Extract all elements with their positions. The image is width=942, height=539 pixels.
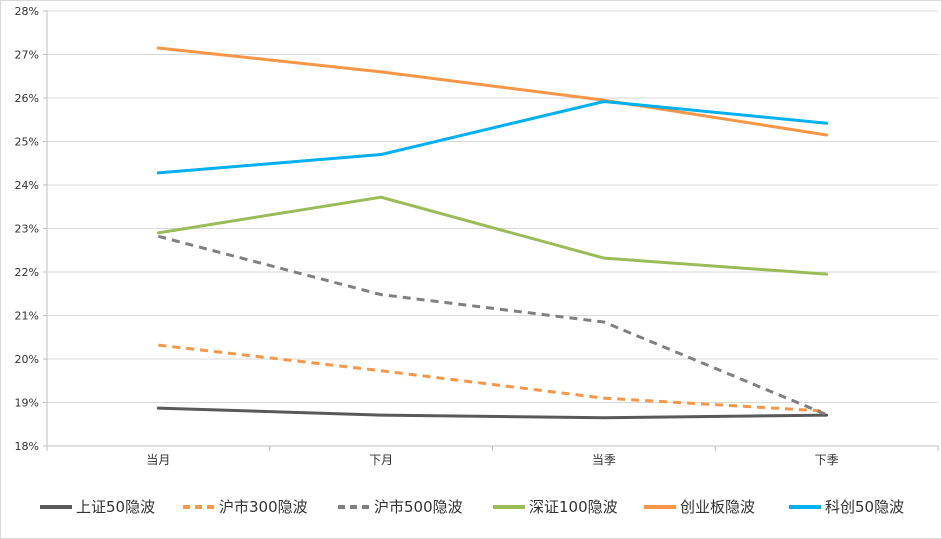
legend-label: 沪市300隐波 [219,498,308,516]
axes [43,10,939,451]
y-tick-label: 24% [15,179,39,192]
y-tick-label: 22% [15,266,39,279]
legend-label: 科创50隐波 [825,498,904,516]
series-line-6 [156,99,829,175]
y-axis-tick-labels: 18% 19% 20% 21% 22% 23% 24% 25% 26% 27% 28% [15,5,39,453]
x-category-label: 当月 [146,453,170,467]
y-tick-label: 20% [15,353,39,366]
series-line-2 [158,343,827,413]
legend-label: 沪市500隐波 [374,498,463,516]
y-tick-label: 27% [15,49,39,62]
legend-label: 上证50隐波 [76,498,155,516]
legend-label: 深证100隐波 [529,498,618,516]
y-tick-label: 25% [15,136,39,149]
x-category-label: 下季 [815,453,839,467]
series-lines [156,46,829,420]
y-tick-label: 26% [15,92,39,105]
x-category-label: 当季 [592,453,616,467]
y-tick-label: 23% [15,223,39,236]
legend: 上证50隐波 沪市300隐波 沪市500隐波 深证100隐波 创业板隐波 科创50隐波 [40,498,904,516]
series-line-4 [156,195,829,276]
series-line-3 [157,234,828,417]
y-tick-label: 19% [15,397,39,410]
y-tick-label: 21% [15,310,39,323]
y-tick-label: 18% [15,440,39,453]
series-line-5 [156,46,829,137]
series-line-1 [156,406,829,420]
x-category-label: 下月 [369,453,393,467]
legend-label: 创业板隐波 [680,498,755,516]
gridlines [47,10,938,403]
y-tick-label: 28% [15,5,39,18]
x-axis-category-labels: 当月 下月 当季 下季 [146,453,838,467]
